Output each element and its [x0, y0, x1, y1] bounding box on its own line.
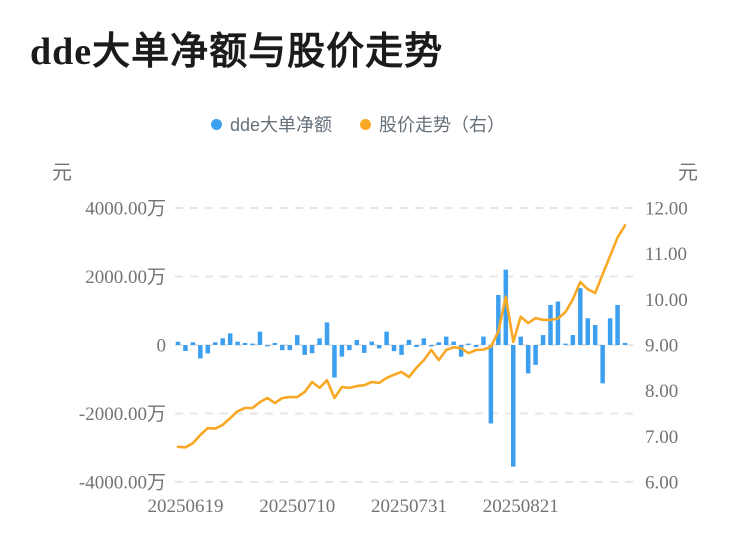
svg-text:20250619: 20250619: [147, 496, 223, 517]
svg-text:9.00: 9.00: [645, 336, 678, 357]
left-axis-unit: 元: [52, 162, 72, 184]
svg-text:10.00: 10.00: [645, 290, 688, 311]
chart-title: dde大单净额与股价走势: [30, 31, 444, 73]
legend-item-dde-net[interactable]: dde大单净额: [210, 111, 333, 137]
svg-text:7.00: 7.00: [645, 427, 678, 448]
bar-series-dde-net: [175, 269, 628, 467]
right-axis-unit: 元: [678, 162, 698, 184]
svg-text:20250731: 20250731: [371, 496, 447, 517]
legend-label-dde-net: dde大单净额: [229, 115, 333, 135]
legend-dot-bar-icon: [210, 118, 222, 130]
svg-text:20250710: 20250710: [259, 496, 335, 517]
legend-dot-line-icon: [360, 118, 372, 130]
svg-text:12.00: 12.00: [645, 199, 688, 220]
svg-text:4000.00万: 4000.00万: [85, 199, 166, 220]
legend-label-price: 股价走势（右）: [379, 115, 506, 135]
svg-text:11.00: 11.00: [645, 244, 687, 265]
legend: dde大单净额 股价走势（右）: [0, 111, 716, 137]
svg-text:0: 0: [157, 336, 167, 357]
line-series-price: [176, 224, 627, 449]
legend-item-price[interactable]: 股价走势（右）: [360, 111, 505, 137]
axis-tick-labels: 4000.00万 2000.00万 0 -2000.00万 -4000.00万 12.00…: [79, 199, 688, 518]
svg-text:8.00: 8.00: [645, 381, 678, 402]
svg-text:-4000.00万: -4000.00万: [79, 473, 166, 494]
svg-text:6.00: 6.00: [645, 473, 678, 494]
svg-text:-2000.00万: -2000.00万: [79, 404, 166, 425]
svg-text:2000.00万: 2000.00万: [85, 267, 166, 288]
svg-text:20250821: 20250821: [483, 496, 559, 517]
